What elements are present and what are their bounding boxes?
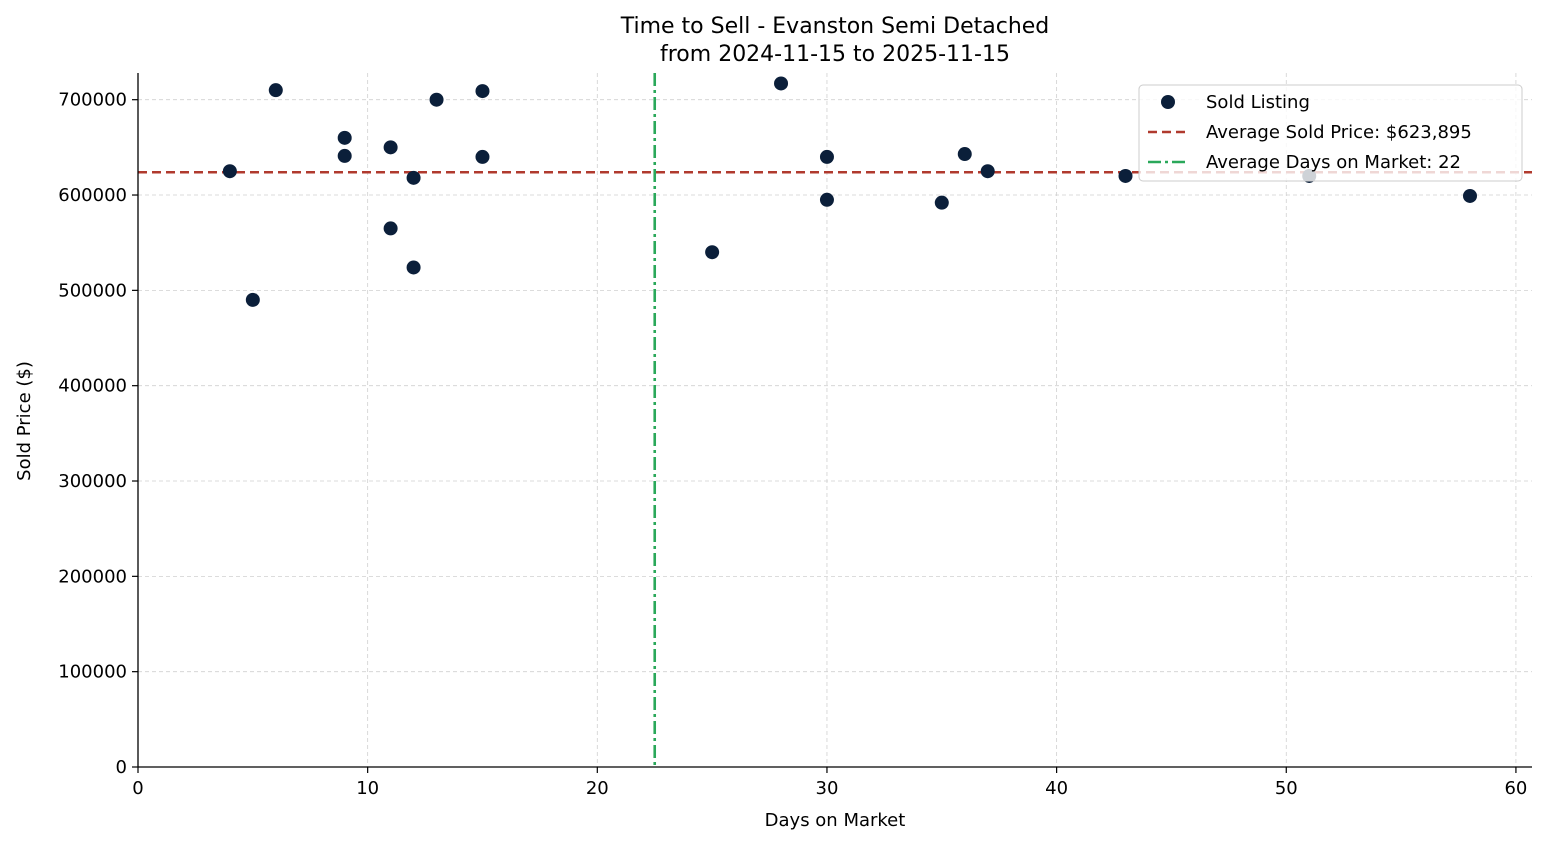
data-point	[980, 164, 995, 179]
y-tick-label: 400000	[58, 376, 127, 397]
legend: Sold Listing Average Sold Price: $623,895…	[1138, 84, 1523, 182]
data-point	[429, 92, 444, 107]
legend-label-sold: Sold Listing	[1206, 92, 1310, 113]
data-point	[705, 245, 720, 260]
chart-title-line-1: Time to Sell - Evanston Semi Detached	[620, 14, 1050, 39]
chart-title-line-2: from 2024-11-15 to 2025-11-15	[660, 42, 1010, 67]
y-tick-label: 100000	[58, 662, 127, 683]
y-tick-label: 600000	[58, 185, 127, 206]
data-point	[819, 192, 834, 207]
y-tick-label: 300000	[58, 471, 127, 492]
legend-label-avg-days: Average Days on Market: 22	[1206, 152, 1461, 173]
data-point	[406, 260, 421, 275]
x-tick-label: 0	[132, 778, 143, 799]
data-point	[337, 148, 352, 163]
data-point	[1462, 188, 1477, 203]
y-tick-label: 700000	[58, 90, 127, 111]
legend-label-avg-price: Average Sold Price: $623,895	[1206, 122, 1472, 143]
x-tick-label: 20	[586, 778, 609, 799]
data-point	[957, 147, 972, 162]
data-point	[819, 149, 834, 164]
data-point	[245, 292, 260, 307]
axes: 0 10 20 30 40 50 60 0 100000 200000 300000 400000 50…	[58, 73, 1532, 799]
data-point	[406, 170, 421, 185]
data-point	[222, 164, 237, 179]
x-tick-label: 30	[816, 778, 839, 799]
y-axis-label: Sold Price ($)	[14, 361, 35, 481]
legend-marker-sold	[1161, 95, 1175, 109]
data-point	[475, 149, 490, 164]
y-tick-label: 200000	[58, 566, 127, 587]
y-tick-label: 500000	[58, 280, 127, 301]
x-tick-label: 50	[1275, 778, 1298, 799]
x-axis-label: Days on Market	[765, 810, 906, 831]
legend-box	[1138, 84, 1523, 182]
data-point	[774, 76, 789, 91]
data-point	[337, 130, 352, 145]
data-point	[383, 140, 398, 155]
reference-lines	[138, 73, 1532, 767]
x-tick-label: 60	[1504, 778, 1527, 799]
data-point	[268, 83, 283, 98]
x-tick-label: 40	[1045, 778, 1068, 799]
x-tick-label: 10	[356, 778, 379, 799]
data-point	[383, 221, 398, 236]
data-point	[1118, 168, 1133, 183]
data-point	[934, 195, 949, 210]
data-point	[475, 84, 490, 99]
y-tick-label: 0	[116, 757, 127, 778]
